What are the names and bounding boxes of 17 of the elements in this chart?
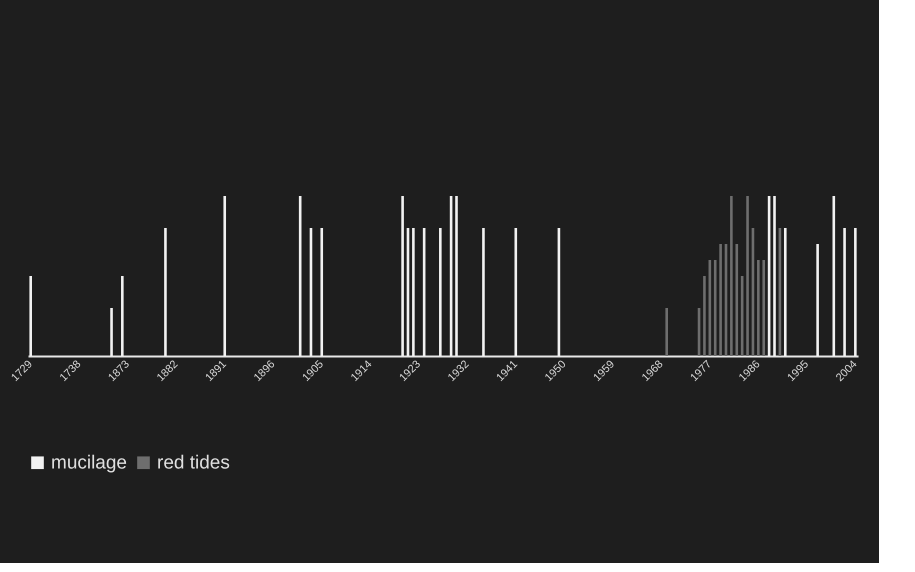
bar bbox=[746, 196, 749, 356]
bar bbox=[757, 260, 760, 356]
bar bbox=[665, 308, 668, 356]
legend-label: red tides bbox=[157, 452, 230, 474]
bar bbox=[698, 308, 700, 356]
bar bbox=[752, 228, 754, 356]
bar bbox=[703, 276, 706, 356]
bar bbox=[735, 244, 738, 356]
bar bbox=[708, 260, 712, 356]
bar bbox=[740, 276, 744, 356]
bar bbox=[778, 228, 782, 356]
bar bbox=[762, 260, 766, 356]
bar bbox=[724, 244, 728, 356]
bar bbox=[714, 260, 717, 356]
bar bbox=[730, 196, 733, 356]
legend-label: mucilage bbox=[51, 452, 127, 474]
bar bbox=[719, 244, 722, 356]
